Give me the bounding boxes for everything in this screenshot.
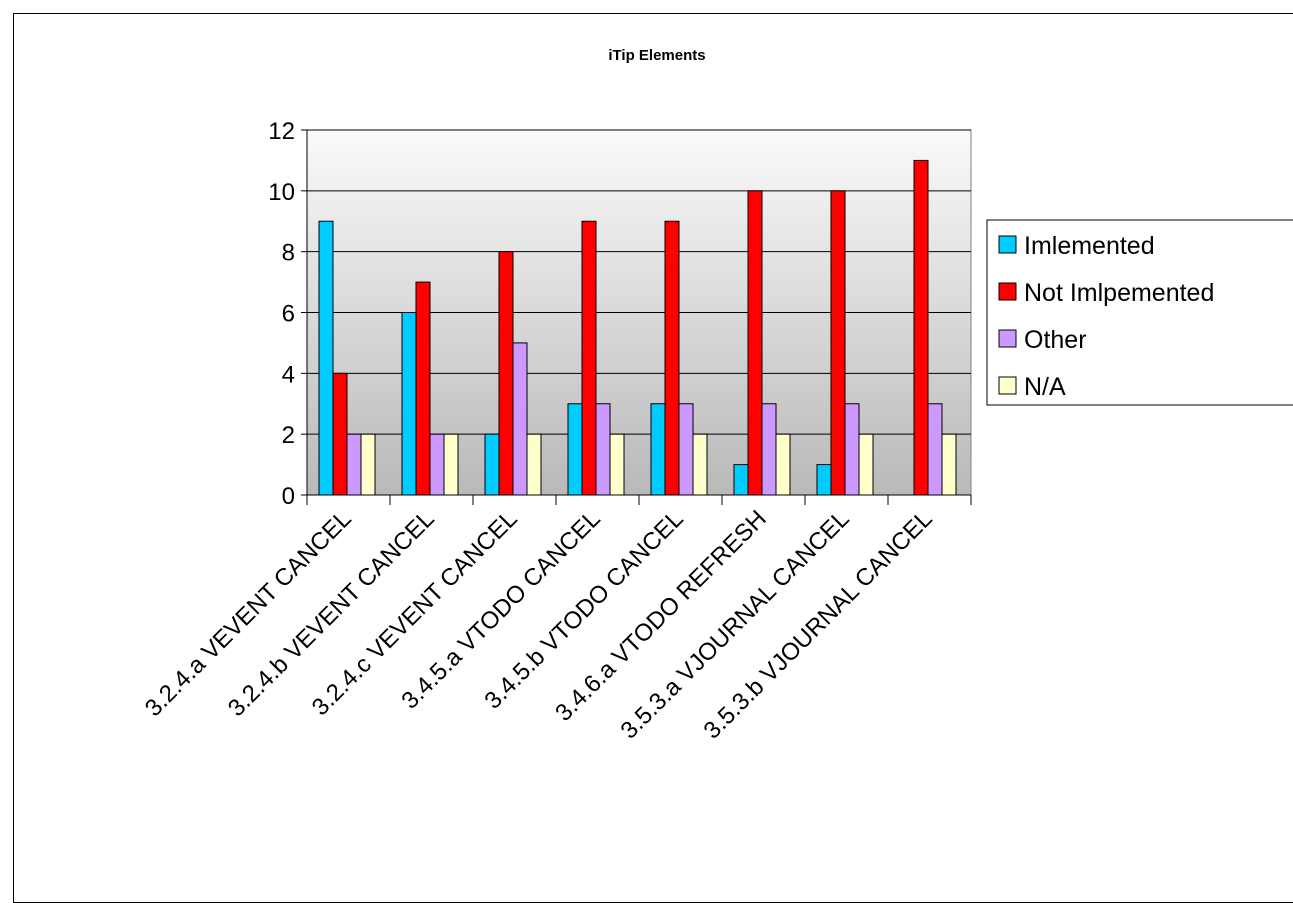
bar xyxy=(595,403,611,496)
y-tick-label: 8 xyxy=(282,240,295,267)
bar xyxy=(318,220,334,496)
legend-label: Not Imlpemented xyxy=(1024,279,1214,307)
bar xyxy=(747,190,763,496)
bar xyxy=(830,190,846,496)
bar xyxy=(927,403,943,496)
bar xyxy=(567,403,583,496)
bar xyxy=(650,403,666,496)
y-tick-label: 6 xyxy=(282,301,295,328)
chart-title: iTip Elements xyxy=(608,47,705,64)
bar xyxy=(360,433,376,496)
legend-label: Other xyxy=(1024,326,1087,354)
bar xyxy=(526,433,542,496)
legend-label: Imlemented xyxy=(1024,232,1155,260)
legend-box xyxy=(986,219,1293,406)
bar xyxy=(498,251,514,496)
y-axis-ticks: 0 2 4 6 8 10 12 xyxy=(268,118,307,510)
legend-swatch xyxy=(998,282,1017,301)
bar xyxy=(761,403,777,496)
bar xyxy=(332,372,348,496)
y-tick-label: 0 xyxy=(282,483,295,510)
bar xyxy=(941,433,957,496)
y-tick-label: 4 xyxy=(282,361,295,388)
bar xyxy=(415,281,431,496)
bar xyxy=(816,464,832,496)
legend-label: N/A xyxy=(1024,373,1066,401)
bar xyxy=(443,433,459,496)
bar xyxy=(844,403,860,496)
bar xyxy=(692,433,708,496)
y-tick-label: 2 xyxy=(282,422,295,449)
bar xyxy=(664,220,680,496)
legend-swatch xyxy=(998,329,1017,348)
legend: Imlemented Not Imlpemented Other N/A xyxy=(986,219,1293,406)
bar xyxy=(678,403,694,496)
bar xyxy=(484,433,500,496)
bar xyxy=(733,464,749,496)
bar xyxy=(775,433,791,496)
bar xyxy=(913,159,929,496)
legend-swatch xyxy=(998,235,1017,254)
bar xyxy=(401,312,417,496)
bars xyxy=(318,159,957,496)
bar xyxy=(609,433,625,496)
bar xyxy=(512,342,528,496)
bar xyxy=(429,433,445,496)
bar xyxy=(858,433,874,496)
bar xyxy=(581,220,597,496)
bar xyxy=(346,433,362,496)
y-tick-label: 12 xyxy=(268,118,295,145)
y-tick-label: 10 xyxy=(268,179,295,206)
legend-swatch xyxy=(998,376,1017,395)
